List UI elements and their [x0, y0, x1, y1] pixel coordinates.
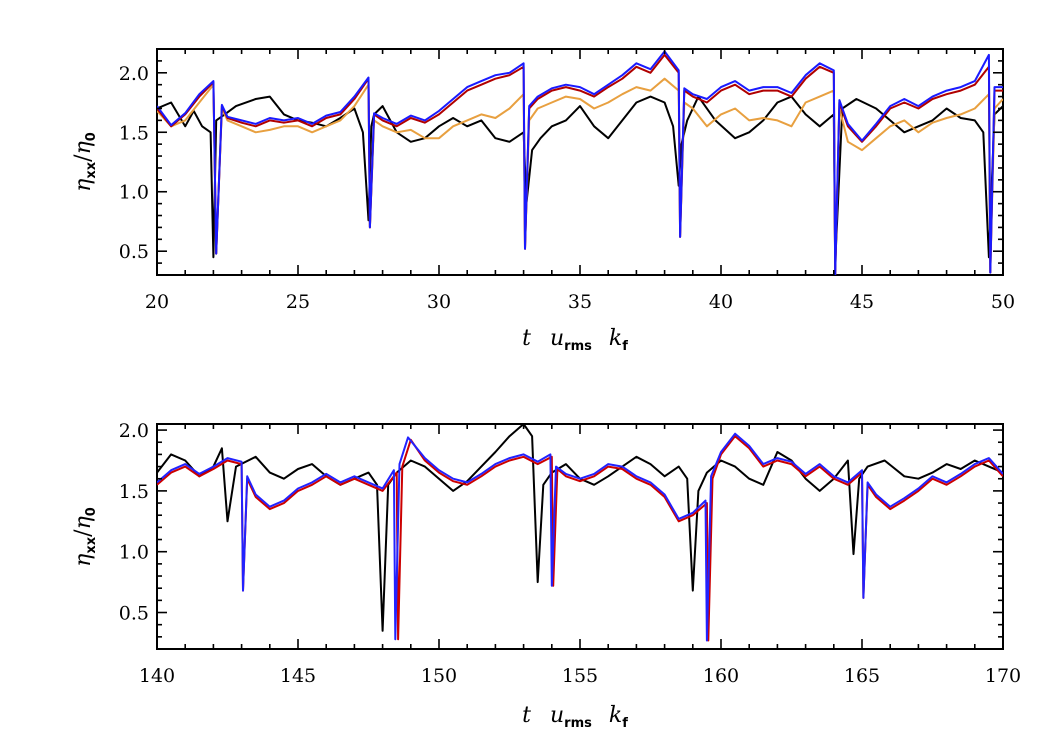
top-y-tick-label: 0.5	[119, 241, 149, 263]
top-x-tick-label: 50	[991, 291, 1015, 313]
bottom-plot-frame	[156, 423, 1004, 650]
top-x-axis-label: t urms kf	[522, 326, 628, 356]
top-x-tick-label: 30	[427, 291, 451, 313]
top-y-ticks: 0.5 1.0 1.5 2.0	[119, 48, 1003, 276]
bottom-panel: 140 145 150 155 160 165 170 0.5 1.0 1.5 2.0 t urm…	[71, 420, 1021, 733]
bottom-series-blue	[157, 432, 1003, 642]
bottom-y-ticks: 0.5 1.0 1.5 2.0	[119, 420, 1003, 650]
bottom-series-black	[157, 424, 1003, 632]
bottom-x-tick-label: 160	[703, 665, 739, 687]
bottom-x-tick-label: 165	[844, 665, 880, 687]
bottom-x-ticks: 140 145 150 155 160 165 170	[139, 424, 1021, 687]
top-x-tick-label: 40	[709, 291, 733, 313]
top-y-tick-label: 1.5	[119, 122, 149, 144]
top-x-tick-label: 25	[286, 291, 310, 313]
bottom-x-tick-label: 150	[421, 665, 457, 687]
bottom-y-axis-label: ηxx/η0	[71, 507, 99, 567]
top-plot-frame	[156, 48, 1004, 276]
bottom-x-tick-label: 155	[562, 665, 598, 687]
bottom-y-tick-label: 1.5	[119, 481, 149, 503]
top-panel: 20 25 30 35 40 45 50 0.5 1.0 1.5 2.0 t urms kf ηx…	[71, 48, 1015, 356]
bottom-series-red	[157, 435, 1003, 642]
top-y-tick-label: 1.0	[119, 182, 149, 204]
top-x-tick-label: 45	[850, 291, 874, 313]
bottom-series-layer	[157, 424, 1003, 642]
bottom-x-axis-label: t urms kf	[522, 703, 628, 733]
top-series-blue	[157, 50, 1003, 275]
top-series-red	[157, 53, 1003, 275]
bottom-y-tick-label: 0.5	[119, 603, 149, 625]
bottom-y-tick-label: 2.0	[119, 420, 149, 442]
top-x-tick-label: 20	[145, 291, 169, 313]
bottom-y-tick-label: 1.0	[119, 542, 149, 564]
bottom-x-tick-label: 170	[985, 665, 1021, 687]
top-y-tick-label: 2.0	[119, 63, 149, 85]
top-series-layer	[157, 50, 1003, 275]
top-series-orange	[157, 77, 1003, 275]
bottom-x-tick-label: 145	[280, 665, 316, 687]
top-x-ticks: 20 25 30 35 40 45 50	[145, 49, 1015, 313]
top-x-tick-label: 35	[568, 291, 592, 313]
top-y-axis-label: ηxx/η0	[71, 132, 99, 192]
top-series-black	[157, 95, 1003, 265]
bottom-x-tick-label: 140	[139, 665, 175, 687]
